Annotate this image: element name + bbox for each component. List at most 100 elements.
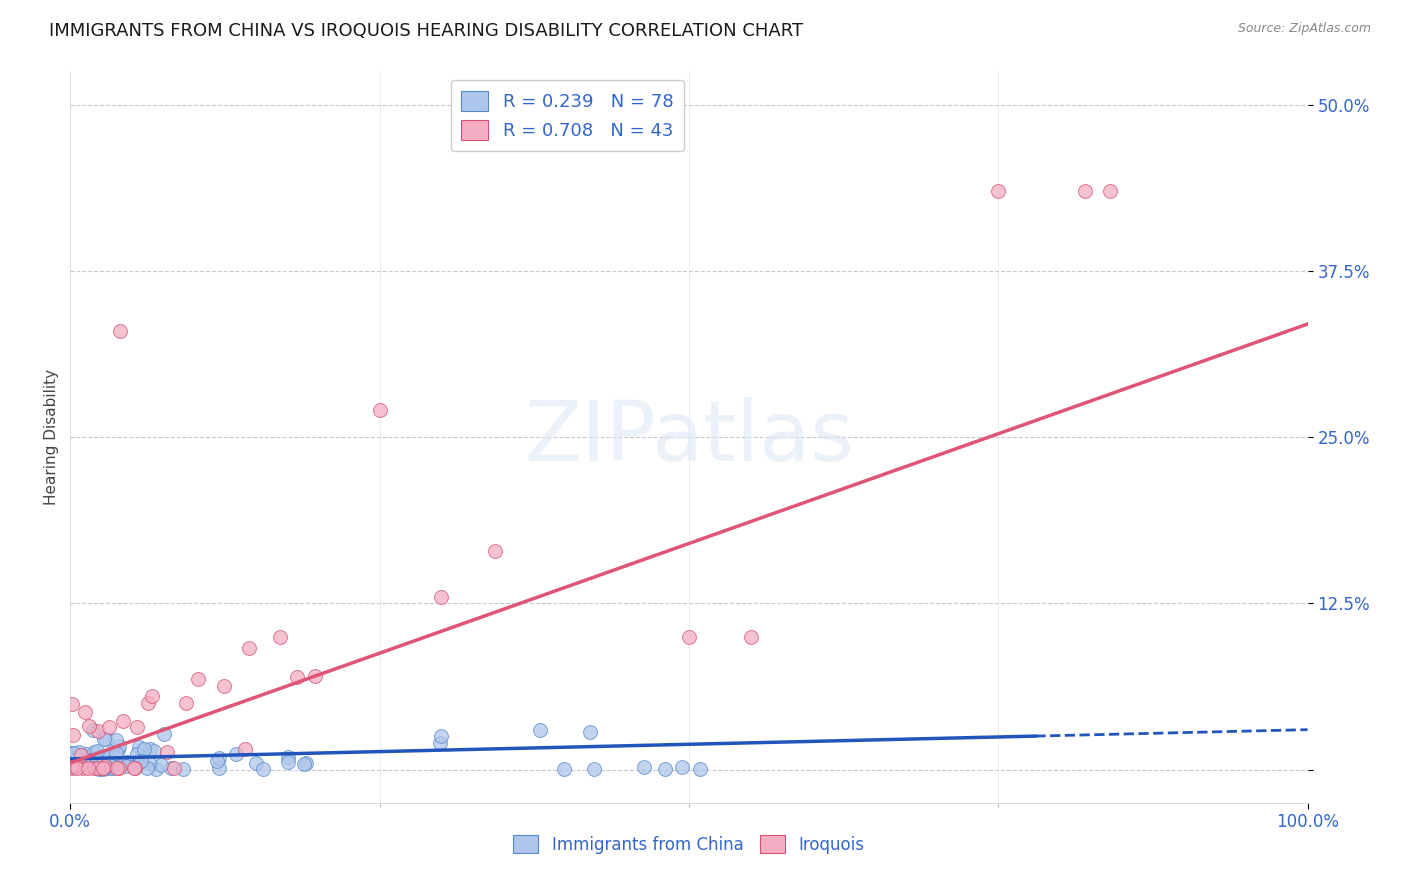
Point <box>128 740 150 755</box>
Point <box>93 761 115 775</box>
Point <box>740 630 762 644</box>
Point <box>156 745 179 759</box>
Point <box>225 747 247 761</box>
Point <box>277 749 299 764</box>
Point <box>160 761 183 775</box>
Point <box>277 756 299 770</box>
Point <box>93 761 115 775</box>
Point <box>98 759 121 773</box>
Point <box>97 756 120 771</box>
Point <box>145 762 167 776</box>
Point <box>72 761 94 775</box>
Point <box>430 729 453 743</box>
Point <box>122 761 145 775</box>
Point <box>269 630 291 644</box>
Point <box>115 755 138 769</box>
Point <box>141 689 163 703</box>
Point <box>105 747 128 761</box>
Point <box>139 742 162 756</box>
Point <box>86 744 108 758</box>
Point <box>125 720 148 734</box>
Point <box>108 739 131 754</box>
Point <box>553 762 575 776</box>
Point <box>108 324 131 338</box>
Point <box>70 747 93 762</box>
Point <box>77 719 100 733</box>
Point <box>80 758 103 772</box>
Point <box>121 760 143 774</box>
Point <box>142 744 165 758</box>
Point <box>63 758 86 772</box>
Point <box>292 757 315 772</box>
Point <box>689 762 711 776</box>
Point <box>79 756 101 770</box>
Point <box>97 748 120 763</box>
Point <box>208 761 231 775</box>
Point <box>205 754 228 768</box>
Point <box>111 756 134 771</box>
Point <box>172 762 194 776</box>
Point <box>252 762 274 776</box>
Point <box>529 723 551 737</box>
Point <box>75 705 97 719</box>
Point <box>87 763 110 777</box>
Point <box>484 543 506 558</box>
Point <box>208 750 231 764</box>
Y-axis label: Hearing Disability: Hearing Disability <box>44 369 59 505</box>
Point <box>87 761 110 775</box>
Point <box>153 727 176 741</box>
Point <box>429 736 451 750</box>
Point <box>73 756 96 770</box>
Point <box>60 746 83 760</box>
Point <box>87 749 110 764</box>
Point <box>238 641 260 656</box>
Point <box>107 761 129 775</box>
Point <box>115 759 138 773</box>
Point <box>65 754 87 768</box>
Point <box>987 184 1010 198</box>
Point <box>76 747 98 761</box>
Text: IMMIGRANTS FROM CHINA VS IROQUOIS HEARING DISABILITY CORRELATION CHART: IMMIGRANTS FROM CHINA VS IROQUOIS HEARIN… <box>49 22 803 40</box>
Point <box>63 760 86 774</box>
Point <box>101 746 124 760</box>
Point <box>245 756 267 770</box>
Point <box>87 723 110 738</box>
Point <box>633 760 655 774</box>
Point <box>136 696 159 710</box>
Point <box>98 720 121 734</box>
Point <box>93 732 115 747</box>
Point <box>124 761 146 775</box>
Point <box>654 763 676 777</box>
Point <box>75 756 97 771</box>
Point <box>60 761 83 775</box>
Point <box>125 747 148 762</box>
Point <box>60 760 83 774</box>
Point <box>107 743 129 757</box>
Point <box>101 748 124 763</box>
Point <box>60 697 83 711</box>
Point <box>63 758 86 772</box>
Point <box>94 758 117 772</box>
Point <box>83 761 105 775</box>
Point <box>62 728 84 742</box>
Point <box>83 745 105 759</box>
Point <box>162 761 184 775</box>
Point <box>82 723 104 738</box>
Point <box>678 630 700 644</box>
Point <box>131 755 153 769</box>
Point <box>583 762 606 776</box>
Point <box>1074 184 1097 198</box>
Point <box>233 742 256 756</box>
Point <box>94 731 117 746</box>
Point <box>149 757 172 772</box>
Point <box>79 753 101 767</box>
Point <box>100 761 122 775</box>
Point <box>368 403 391 417</box>
Point <box>129 756 152 770</box>
Point <box>62 746 84 760</box>
Point <box>66 761 89 775</box>
Point <box>72 753 94 767</box>
Point <box>105 732 128 747</box>
Point <box>174 696 197 710</box>
Point <box>96 756 118 771</box>
